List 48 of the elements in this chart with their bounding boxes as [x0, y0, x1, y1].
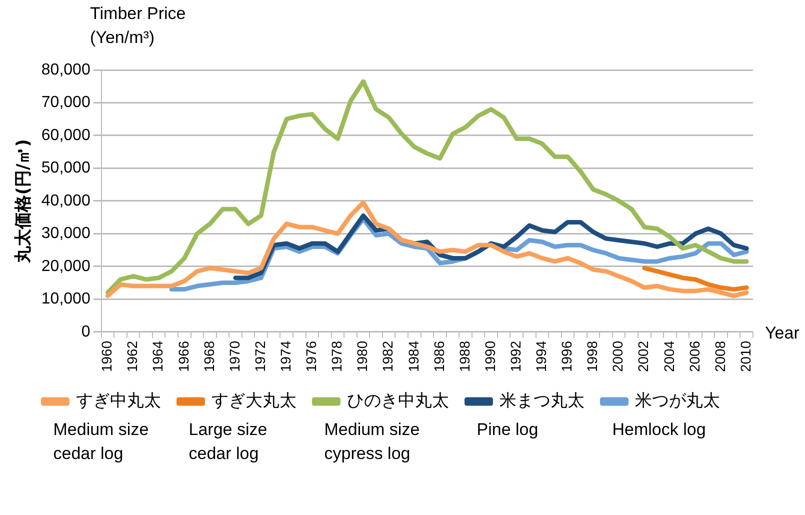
x-tick-label: 2006	[686, 340, 702, 372]
x-tick-label: 2010	[737, 340, 754, 372]
x-tick-label: 1986	[430, 340, 447, 372]
x-tick-label: 1962	[124, 340, 140, 372]
y-tick-label: 20,000	[41, 258, 90, 275]
y-tick-label: 50,000	[41, 160, 90, 177]
text: Hemlock log	[612, 420, 706, 440]
x-tick-label: 1996	[558, 340, 575, 372]
x-tick-label: 1974	[277, 340, 294, 372]
x-tick-label: 1990	[482, 340, 498, 372]
y-axis-title: 丸太価格(円/㎥)	[14, 139, 34, 264]
x-tick-label: 1960	[98, 340, 115, 372]
x-tick-label: 1980	[354, 340, 370, 372]
x-tick-label: 1964	[150, 340, 166, 372]
x-tick-label: 1988	[456, 340, 472, 372]
x-tick-label: 1994	[533, 340, 550, 372]
x-tick-label: 1992	[507, 340, 524, 372]
x-tick-label: 2004	[660, 340, 677, 372]
x-axis-title: Year	[765, 324, 800, 343]
y-tick-label: 0	[81, 323, 90, 340]
y-tick-label: 10,000	[41, 290, 90, 308]
x-tick-label: 1966	[175, 340, 192, 372]
x-tick-label: 1976	[303, 340, 320, 372]
chart-title: Timber Price (Yen/m³)	[90, 4, 186, 48]
text: Pine log	[476, 420, 538, 440]
y-tick-label: 80,000	[41, 61, 90, 78]
y-tick-label: 30,000	[41, 225, 90, 242]
legend-label: 米つが丸太	[634, 390, 720, 411]
x-tick-label: 1970	[226, 340, 242, 372]
x-tick-label: 1984	[405, 340, 422, 372]
text: Medium size cypress log	[324, 420, 420, 464]
x-tick-label: 2000	[610, 340, 626, 372]
x-tick-label: 1978	[328, 340, 345, 372]
x-tick-label: 1982	[380, 340, 396, 372]
x-tick-label: 2002	[635, 340, 652, 372]
legend-label: すぎ中丸太	[76, 390, 161, 411]
legend-label: 米まつ丸太	[499, 390, 584, 411]
x-tick-label: 1972	[252, 340, 268, 372]
y-tick-label: 40,000	[41, 192, 90, 210]
x-tick-label: 1968	[200, 340, 217, 372]
y-tick-label: 70,000	[41, 94, 90, 112]
y-tick-label: 60,000	[41, 126, 90, 144]
legend-label: ひのき中丸太	[346, 390, 449, 411]
x-tick-label: 1998	[584, 340, 600, 372]
text: Medium size cedar log	[53, 420, 149, 464]
legend-label: すぎ大丸太	[211, 390, 296, 411]
text: Large size cedar log	[188, 420, 268, 464]
x-tick-label: 2008	[712, 340, 728, 372]
